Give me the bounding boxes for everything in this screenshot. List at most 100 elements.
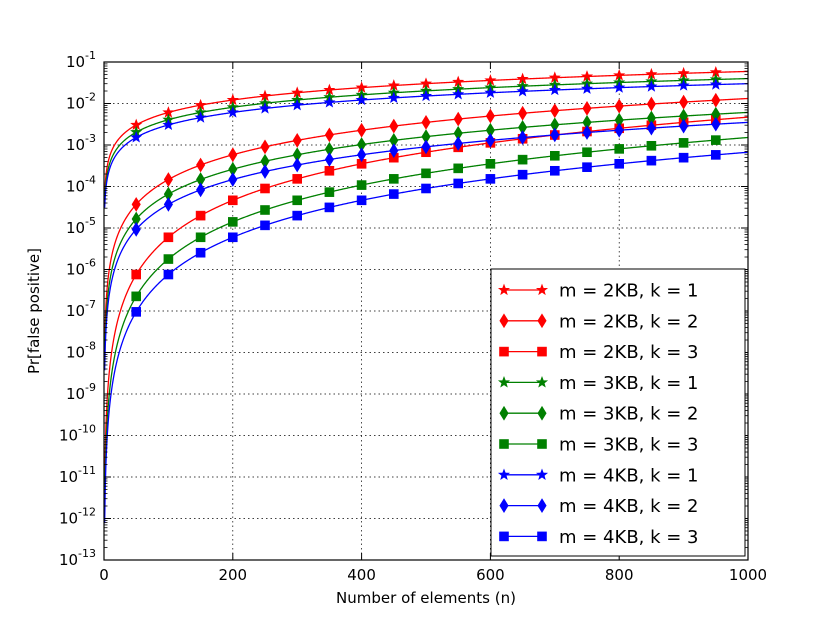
- legend-marker-diamond: [537, 498, 547, 513]
- x-tick-label: 1000: [729, 566, 767, 584]
- series-marker-star: [709, 78, 722, 90]
- series-marker-square: [163, 269, 174, 280]
- series-marker-square: [131, 307, 141, 317]
- series-marker-diamond: [421, 115, 431, 130]
- legend-marker-diamond: [537, 313, 547, 329]
- legend-marker-diamond: [537, 405, 547, 421]
- series-marker-square: [485, 174, 496, 184]
- series-marker-diamond: [357, 122, 367, 138]
- legend-entry: m = 2KB, k = 2: [499, 311, 699, 332]
- y-axis-label: Pr[false positive]: [25, 248, 43, 374]
- series-marker-square: [678, 152, 689, 163]
- series-marker-square: [228, 232, 238, 243]
- series-marker-diamond: [485, 108, 495, 124]
- series-marker-diamond: [550, 103, 560, 119]
- series-marker-square: [228, 217, 238, 227]
- series-marker-diamond: [421, 139, 431, 155]
- series-marker-square: [260, 183, 270, 194]
- legend-marker-square: [537, 531, 547, 542]
- y-tick-label: 10-3: [66, 132, 96, 154]
- series-marker-star: [419, 89, 433, 102]
- x-tick-label: 400: [347, 566, 376, 584]
- series-marker-square: [710, 135, 721, 145]
- series-marker-square: [260, 220, 270, 231]
- series-marker-diamond: [711, 116, 721, 132]
- series-marker-square: [549, 150, 560, 161]
- legend-entry: m = 3KB, k = 2: [499, 404, 699, 425]
- series-marker-square: [517, 169, 528, 180]
- legend-entry: m = 2KB, k = 1: [497, 281, 699, 302]
- series-marker-square: [388, 174, 399, 184]
- legend-label: m = 4KB, k = 2: [559, 496, 699, 517]
- legend-marker-star: [535, 283, 549, 296]
- series-marker-square: [292, 174, 303, 184]
- y-tick-label: 10-7: [66, 298, 96, 320]
- series-marker-star: [291, 98, 304, 111]
- series-marker-star: [162, 118, 175, 131]
- y-tick-label: 10-2: [66, 91, 96, 113]
- series-6: [103, 135, 749, 508]
- y-tick-label: 10-5: [66, 215, 96, 237]
- series-2: [103, 92, 749, 346]
- series-marker-square: [260, 205, 270, 215]
- legend-entry: m = 4KB, k = 2: [499, 496, 699, 517]
- series-marker-diamond: [292, 132, 302, 148]
- series-marker-diamond: [679, 118, 689, 134]
- x-tick-label: 600: [476, 566, 505, 584]
- legend-label: m = 2KB, k = 3: [559, 342, 699, 363]
- series-marker-square: [324, 202, 335, 213]
- series-marker-square: [388, 189, 399, 199]
- series-marker-diamond: [357, 147, 367, 163]
- legend: m = 2KB, k = 1 m = 2KB, k = 2 m = 2KB, k =…: [490, 268, 746, 557]
- legend-marker-square: [499, 439, 509, 449]
- legend-label: m = 2KB, k = 1: [559, 281, 699, 302]
- series-marker-square: [131, 269, 141, 280]
- x-axis-label: Number of elements (n): [336, 589, 516, 607]
- series-marker-star: [484, 86, 497, 98]
- series-9: [103, 150, 749, 524]
- series-marker-diamond: [550, 127, 560, 143]
- series-marker-square: [453, 178, 464, 189]
- series-marker-diamond: [679, 94, 689, 110]
- x-tick-label: 0: [99, 566, 109, 584]
- legend-marker-diamond: [499, 498, 509, 513]
- legend-marker-star: [535, 376, 549, 388]
- legend-marker-star: [535, 468, 549, 480]
- series-marker-square: [582, 147, 592, 158]
- legend-label: m = 4KB, k = 1: [559, 465, 699, 486]
- series-marker-square: [646, 140, 657, 151]
- series-marker-square: [163, 232, 174, 243]
- legend-marker-square: [499, 531, 509, 542]
- series-marker-star: [258, 102, 272, 114]
- legend-marker-square: [537, 346, 547, 357]
- series-marker-square: [195, 247, 206, 258]
- x-tick-label: 200: [218, 566, 247, 584]
- series-marker-square: [549, 165, 560, 176]
- series-marker-diamond: [292, 157, 302, 173]
- series-marker-star: [355, 93, 368, 106]
- series-marker-diamond: [196, 182, 206, 198]
- series-marker-diamond: [614, 122, 624, 138]
- legend-label: m = 3KB, k = 3: [559, 435, 699, 456]
- series-marker-star: [226, 106, 239, 118]
- series-marker-diamond: [163, 172, 173, 187]
- series-marker-diamond: [646, 96, 656, 112]
- series-marker-diamond: [163, 197, 173, 212]
- x-tick-label: 800: [605, 566, 634, 584]
- series-marker-square: [421, 168, 431, 179]
- series-marker-star: [645, 80, 658, 92]
- series-marker-star: [516, 84, 529, 97]
- series-marker-diamond: [485, 132, 495, 148]
- legend-marker-star: [497, 283, 511, 296]
- series-marker-square: [614, 144, 625, 154]
- legend-entry: m = 4KB, k = 1: [497, 465, 699, 486]
- legend-label: m = 4KB, k = 3: [559, 527, 699, 548]
- legend-label: m = 3KB, k = 1: [559, 373, 699, 394]
- series-marker-diamond: [196, 157, 206, 173]
- legend-entry: m = 3KB, k = 1: [497, 373, 699, 394]
- series-marker-diamond: [453, 111, 463, 127]
- legend-marker-square: [537, 439, 547, 449]
- series-marker-square: [292, 195, 303, 206]
- series-marker-diamond: [582, 100, 592, 116]
